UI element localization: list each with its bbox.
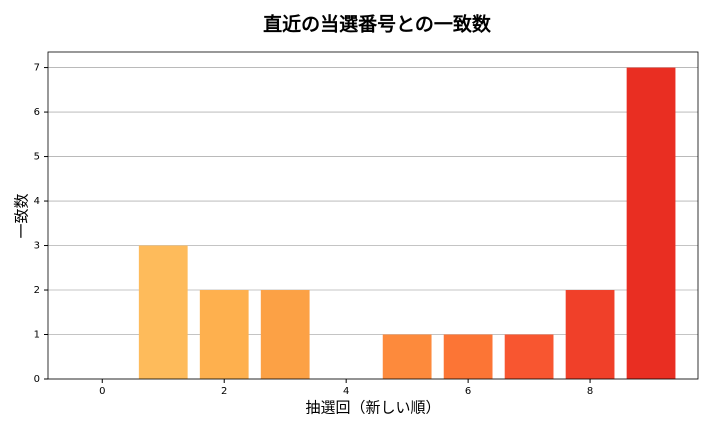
y-tick-label: 5	[34, 152, 40, 163]
bar	[504, 334, 554, 379]
x-tick-label: 0	[99, 386, 105, 397]
bar	[626, 67, 676, 380]
x-axis-label: 抽選回（新しい順）	[305, 399, 440, 417]
x-tick-label: 2	[221, 386, 227, 397]
bar	[199, 290, 249, 379]
y-tick-label: 1	[34, 330, 40, 341]
y-tick-label: 0	[34, 374, 40, 385]
plot-frame	[47, 51, 699, 380]
bar	[443, 334, 493, 379]
bar	[138, 245, 188, 379]
y-tick-label: 7	[34, 63, 40, 74]
x-tick-label: 4	[343, 386, 349, 397]
y-tick-label: 6	[34, 107, 40, 118]
x-tick-label: 8	[587, 386, 593, 397]
bar	[382, 334, 432, 379]
y-tick-label: 2	[34, 285, 40, 296]
chart-title: 直近の当選番号との一致数	[263, 13, 492, 36]
bar	[565, 290, 615, 379]
bar	[260, 290, 310, 379]
y-tick-label: 4	[34, 196, 40, 207]
y-tick-label: 3	[34, 241, 40, 252]
y-axis-label: 一致数	[13, 193, 31, 238]
x-tick-label: 6	[465, 386, 471, 397]
